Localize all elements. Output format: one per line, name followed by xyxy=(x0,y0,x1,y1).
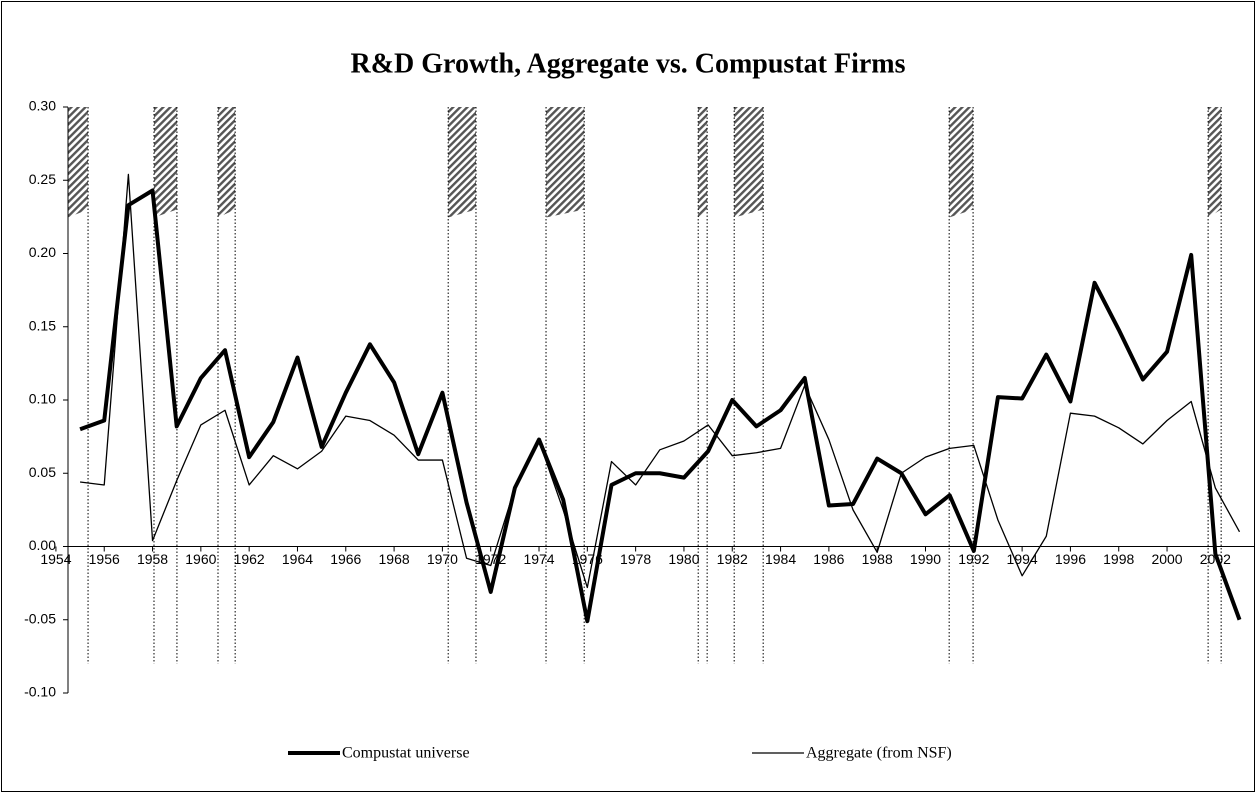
recession-shade xyxy=(734,107,764,218)
recession-shade xyxy=(68,107,89,218)
y-tick-label: -0.10 xyxy=(24,684,56,700)
x-tick-label: 1954 xyxy=(40,551,71,567)
y-tick-label: 0.10 xyxy=(29,391,56,407)
x-tick-label: 1982 xyxy=(717,551,748,567)
x-tick-label: 1990 xyxy=(910,551,941,567)
legend-label: Aggregate (from NSF) xyxy=(806,745,952,762)
x-tick-label: 1956 xyxy=(89,551,120,567)
x-tick-label: 1984 xyxy=(765,551,796,567)
y-tick-label: -0.05 xyxy=(24,610,56,626)
series-line xyxy=(79,173,1241,589)
x-tick-label: 1974 xyxy=(523,551,554,567)
x-tick-label: 1980 xyxy=(668,551,699,567)
x-tick-label: 2000 xyxy=(1151,551,1182,567)
recession-shade xyxy=(153,107,177,218)
x-tick-label: 1970 xyxy=(427,551,458,567)
x-tick-label: 1986 xyxy=(813,551,844,567)
y-tick-label: 0.15 xyxy=(29,317,56,333)
x-tick-label: 1964 xyxy=(282,551,313,567)
recession-shade xyxy=(546,107,585,218)
x-tick-label: 1978 xyxy=(620,551,651,567)
x-tick-label: 1992 xyxy=(958,551,989,567)
recession-shade xyxy=(698,107,708,218)
x-tick-label: 1988 xyxy=(862,551,893,567)
chart-title: R&D Growth, Aggregate vs. Compustat Firm… xyxy=(350,48,905,79)
x-tick-label: 1994 xyxy=(1007,551,1038,567)
legend-label: Compustat universe xyxy=(342,745,470,762)
recession-shade xyxy=(448,107,476,218)
y-tick-label: 0.00 xyxy=(29,537,56,553)
y-tick-label: 0.25 xyxy=(29,171,56,187)
y-tick-label: 0.20 xyxy=(29,244,56,260)
recession-shade xyxy=(949,107,974,218)
x-tick-label: 1968 xyxy=(379,551,410,567)
x-tick-label: 1966 xyxy=(330,551,361,567)
x-tick-label: 1958 xyxy=(137,551,168,567)
y-tick-label: 0.05 xyxy=(29,464,56,480)
series-line xyxy=(79,188,1242,624)
x-tick-label: 1962 xyxy=(234,551,265,567)
recession-shade xyxy=(218,107,236,218)
recession-shade xyxy=(1208,107,1222,218)
y-tick-label: 0.30 xyxy=(29,98,56,114)
x-tick-label: 1998 xyxy=(1103,551,1134,567)
x-tick-label: 1960 xyxy=(185,551,216,567)
x-tick-label: 1996 xyxy=(1055,551,1086,567)
